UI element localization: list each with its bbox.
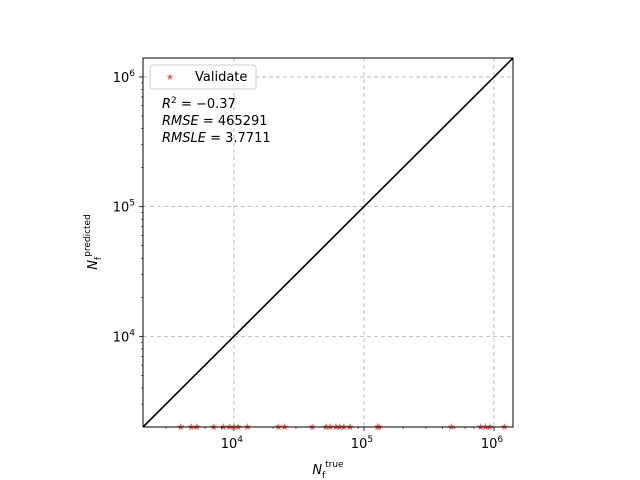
y-tick-label: 104 bbox=[113, 328, 136, 345]
x-axis-label: Nftrue bbox=[312, 460, 344, 480]
metric-rmsle: RMSLE = 3.7711 bbox=[162, 131, 271, 146]
tick-labels: 104 105 106 104 105 106 bbox=[113, 69, 504, 452]
x-tick-label: 105 bbox=[351, 435, 373, 452]
x-tick-label: 106 bbox=[481, 435, 504, 452]
metrics-annotation: R2 = −0.37 RMSE = 465291 RMSLE = 3.7711 bbox=[162, 96, 271, 146]
metric-rmse: RMSE = 465291 bbox=[162, 114, 268, 129]
reference-line-group bbox=[142, 57, 514, 428]
metric-r2: R2 = −0.37 bbox=[162, 96, 236, 112]
x-tick-label: 104 bbox=[221, 435, 244, 452]
y-tick-label: 105 bbox=[113, 199, 135, 216]
legend-box bbox=[149, 64, 257, 90]
y-tick-label: 106 bbox=[113, 69, 136, 86]
legend-label: Validate bbox=[195, 70, 247, 85]
legend: Validate bbox=[149, 64, 257, 90]
plot-frame bbox=[142, 57, 514, 428]
reference-line bbox=[142, 57, 514, 428]
y-axis-label: Nfpredicted bbox=[83, 214, 104, 270]
grid-lines bbox=[143, 58, 513, 427]
legend-marker-star-icon bbox=[166, 73, 174, 80]
